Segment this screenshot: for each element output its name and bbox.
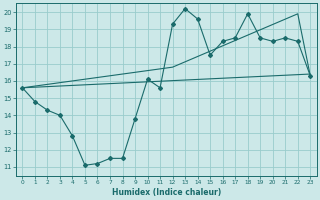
X-axis label: Humidex (Indice chaleur): Humidex (Indice chaleur) [112,188,221,197]
